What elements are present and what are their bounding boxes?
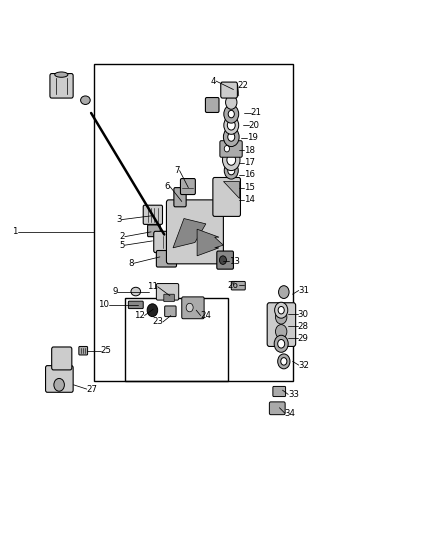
Circle shape	[276, 325, 287, 338]
Text: 34: 34	[285, 409, 296, 417]
Circle shape	[281, 358, 287, 365]
Circle shape	[274, 335, 288, 352]
FancyBboxPatch shape	[154, 231, 178, 253]
Text: 7: 7	[174, 166, 180, 175]
FancyBboxPatch shape	[143, 205, 162, 224]
Text: 3: 3	[116, 215, 122, 224]
Text: 20: 20	[249, 121, 260, 130]
Text: 8: 8	[128, 259, 134, 268]
Bar	[125, 298, 228, 381]
Text: 25: 25	[101, 346, 112, 355]
Text: 1: 1	[12, 228, 18, 236]
FancyBboxPatch shape	[182, 297, 204, 319]
Ellipse shape	[81, 96, 90, 104]
FancyBboxPatch shape	[165, 306, 176, 317]
Circle shape	[276, 310, 287, 324]
Text: 21: 21	[251, 109, 261, 117]
Circle shape	[223, 127, 239, 147]
FancyBboxPatch shape	[205, 98, 219, 112]
Text: 31: 31	[299, 286, 310, 295]
Circle shape	[224, 116, 239, 134]
Text: 12: 12	[134, 311, 145, 320]
Circle shape	[186, 303, 193, 312]
Text: 28: 28	[298, 322, 309, 330]
FancyBboxPatch shape	[46, 366, 73, 392]
Text: 17: 17	[244, 158, 255, 167]
Text: 6: 6	[164, 182, 170, 191]
Text: 29: 29	[298, 334, 309, 343]
Text: 11: 11	[147, 282, 158, 291]
FancyBboxPatch shape	[273, 386, 286, 397]
FancyBboxPatch shape	[221, 82, 237, 98]
FancyBboxPatch shape	[79, 346, 88, 355]
FancyBboxPatch shape	[217, 251, 233, 269]
FancyBboxPatch shape	[156, 284, 179, 300]
Circle shape	[224, 146, 230, 152]
FancyBboxPatch shape	[213, 177, 240, 216]
FancyBboxPatch shape	[180, 179, 195, 195]
Text: 14: 14	[244, 196, 255, 204]
Circle shape	[219, 256, 226, 264]
Text: 18: 18	[244, 146, 255, 155]
Circle shape	[227, 120, 235, 130]
Circle shape	[228, 166, 235, 175]
Circle shape	[228, 110, 234, 118]
Circle shape	[147, 304, 158, 317]
FancyBboxPatch shape	[164, 294, 174, 302]
Polygon shape	[197, 229, 223, 256]
FancyBboxPatch shape	[52, 347, 72, 370]
Circle shape	[278, 340, 285, 348]
Text: 16: 16	[244, 171, 255, 179]
Text: 5: 5	[119, 241, 125, 249]
Ellipse shape	[55, 72, 68, 77]
Circle shape	[275, 302, 288, 318]
Text: 26: 26	[228, 281, 239, 289]
Text: 32: 32	[299, 361, 310, 369]
Text: 27: 27	[87, 385, 98, 393]
Text: 30: 30	[298, 310, 309, 319]
FancyBboxPatch shape	[156, 251, 177, 267]
Polygon shape	[223, 181, 239, 198]
Text: 19: 19	[247, 133, 258, 142]
FancyBboxPatch shape	[166, 200, 223, 264]
Circle shape	[226, 95, 237, 109]
FancyBboxPatch shape	[267, 303, 296, 346]
Text: 33: 33	[288, 390, 299, 399]
Text: 9: 9	[112, 287, 117, 296]
Circle shape	[227, 155, 236, 165]
Text: 10: 10	[98, 301, 109, 309]
Text: 4: 4	[210, 77, 216, 85]
Polygon shape	[173, 219, 206, 248]
FancyBboxPatch shape	[174, 188, 186, 207]
Circle shape	[278, 306, 284, 314]
Bar	[94, 64, 293, 381]
Ellipse shape	[131, 287, 141, 296]
Text: 22: 22	[238, 81, 249, 90]
Text: 13: 13	[229, 257, 240, 265]
FancyBboxPatch shape	[50, 74, 73, 98]
Text: 24: 24	[201, 311, 212, 320]
Circle shape	[279, 286, 289, 298]
FancyBboxPatch shape	[269, 402, 285, 415]
Text: 15: 15	[244, 183, 255, 192]
Circle shape	[54, 378, 64, 391]
FancyBboxPatch shape	[231, 281, 245, 290]
Text: 2: 2	[119, 232, 125, 241]
FancyBboxPatch shape	[128, 301, 143, 309]
Circle shape	[223, 149, 240, 171]
Circle shape	[224, 105, 239, 123]
FancyBboxPatch shape	[220, 141, 242, 157]
Circle shape	[224, 162, 238, 179]
Circle shape	[228, 133, 235, 141]
Text: 23: 23	[152, 318, 163, 326]
FancyBboxPatch shape	[148, 225, 160, 237]
Circle shape	[278, 354, 290, 369]
